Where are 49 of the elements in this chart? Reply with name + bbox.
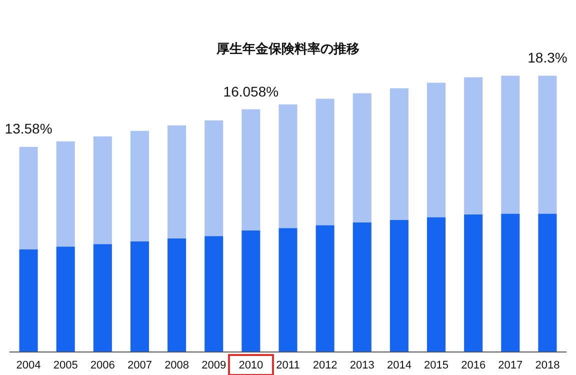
bar <box>390 220 408 352</box>
x-tick-label: 2004 <box>16 359 41 372</box>
annotation: 13.58% <box>4 120 52 137</box>
x-tick-label: 2017 <box>498 359 523 372</box>
bar <box>93 244 112 352</box>
bar <box>390 88 408 220</box>
bar <box>278 228 298 352</box>
bar <box>501 76 520 214</box>
bar <box>204 120 224 236</box>
chart-title: 厚生年金保険料率の推移 <box>216 41 360 58</box>
bar <box>204 236 224 352</box>
x-tick-label: 2013 <box>350 359 374 372</box>
bar <box>427 82 446 218</box>
x-tick-label: 2015 <box>424 359 449 372</box>
bar <box>242 109 260 231</box>
bar <box>93 136 112 244</box>
bar <box>316 98 334 226</box>
bar <box>56 246 75 352</box>
x-tick-label: 2005 <box>53 359 78 372</box>
bar <box>278 104 298 228</box>
bar <box>168 125 186 239</box>
x-tick-label: 2006 <box>90 359 115 372</box>
x-tick-label: 2007 <box>127 359 152 372</box>
bar <box>538 214 557 352</box>
bar <box>242 230 260 352</box>
bar <box>501 214 520 352</box>
x-tick-label: 2011 <box>276 359 300 372</box>
bar <box>19 146 38 250</box>
bar <box>352 222 372 352</box>
bar <box>316 225 334 352</box>
bar <box>56 141 75 247</box>
x-tick-label: 2018 <box>535 359 560 372</box>
annotation: 16.058% <box>223 83 279 100</box>
x-tick-label: 2009 <box>202 359 226 372</box>
bar <box>464 77 483 215</box>
bar <box>427 217 446 352</box>
x-tick-label: 2016 <box>461 359 486 372</box>
x-tick-label: 2010 <box>238 359 264 372</box>
x-tick-label: 2012 <box>312 359 338 372</box>
bar <box>538 76 557 214</box>
bar <box>130 241 149 352</box>
bar <box>464 214 483 352</box>
bar <box>168 238 186 352</box>
x-tick-label: 2014 <box>386 359 412 372</box>
bar <box>19 249 38 352</box>
bar <box>130 130 149 242</box>
x-tick-label: 2008 <box>164 359 190 372</box>
annotation: 18.3% <box>528 49 568 66</box>
bar <box>352 93 372 223</box>
